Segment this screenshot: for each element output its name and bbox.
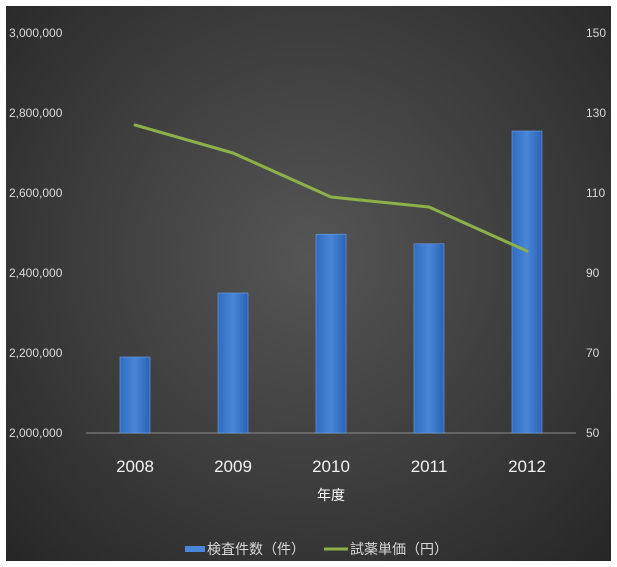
y-right-tick-label: 110 [586, 186, 605, 200]
y-left-tick-label: 2,800,000 [9, 106, 63, 120]
y-left-tick-label: 2,000,000 [9, 426, 63, 440]
legend-label-bar: 検査件数（件） [207, 541, 305, 557]
y-right-tick-label: 150 [586, 26, 606, 40]
bar [511, 130, 543, 434]
x-tick-label: 2010 [312, 457, 350, 476]
y-axis-left: 2,000,000 2,200,000 2,400,000 2,600,000 2,80… [9, 26, 63, 440]
y-right-tick-label: 90 [586, 266, 600, 280]
bar [119, 356, 151, 434]
y-right-tick-label: 70 [586, 346, 600, 360]
y-left-tick-label: 2,600,000 [9, 186, 63, 200]
x-tick-label: 2012 [508, 457, 546, 476]
line-path [133, 123, 529, 253]
chart-container: 2,000,000 2,200,000 2,400,000 2,600,000 2,80… [6, 6, 611, 561]
y-axis-right: 50 70 90 110 130 150 [586, 26, 606, 440]
x-axis-labels: 2008 2009 2010 2011 2012 [116, 457, 546, 476]
bar [413, 243, 445, 434]
line-series [133, 123, 529, 253]
legend: 検査件数（件） 試薬単価（円） [185, 541, 448, 557]
y-left-tick-label: 2,400,000 [9, 266, 63, 280]
x-tick-label: 2009 [214, 457, 252, 476]
combo-chart: 2,000,000 2,200,000 2,400,000 2,600,000 2,80… [9, 26, 606, 557]
y-right-tick-label: 130 [586, 106, 606, 120]
x-tick-label: 2011 [411, 457, 448, 476]
y-right-tick-label: 50 [586, 426, 600, 440]
x-axis-title: 年度 [317, 487, 345, 503]
legend-label-line: 試薬単価（円） [350, 541, 448, 557]
bar [217, 292, 249, 434]
bar [315, 233, 347, 434]
y-left-tick-label: 3,000,000 [9, 26, 63, 40]
bar-series [119, 130, 543, 434]
y-left-tick-label: 2,200,000 [9, 346, 63, 360]
legend-swatch-bar [185, 546, 205, 552]
x-tick-label: 2008 [116, 457, 154, 476]
